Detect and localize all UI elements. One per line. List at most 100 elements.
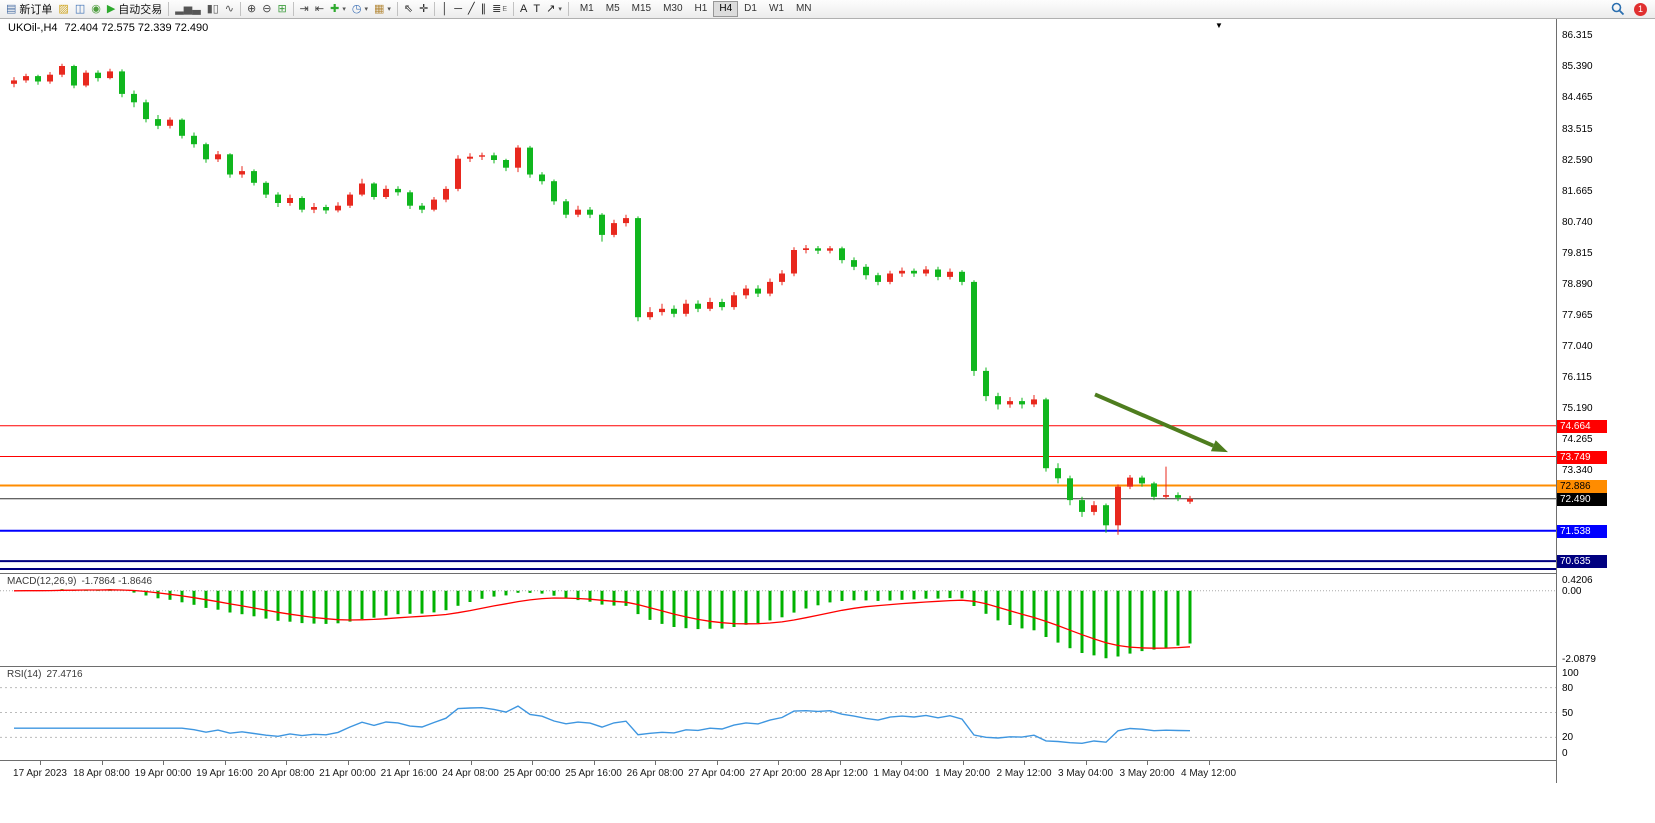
candlestick-chart-button[interactable]: ▮▯ xyxy=(204,1,222,18)
fibonacci-tool[interactable]: ≣ E xyxy=(489,1,510,18)
price-panel[interactable]: UKOil-,H4 72.404 72.575 72.339 72.490 ▼ xyxy=(0,19,1556,574)
rsi-line xyxy=(14,705,1191,745)
time-label: 27 Apr 04:00 xyxy=(688,768,745,779)
time-label: 1 May 04:00 xyxy=(873,768,929,779)
market-watch-icon[interactable]: ◫ xyxy=(72,1,88,18)
price-marker-box: 73.749 xyxy=(1557,450,1607,464)
vertical-line-tool-icon: │ xyxy=(441,2,449,15)
arrows-tool[interactable]: ↗ ▾ xyxy=(543,1,565,18)
dropdown-caret-icon: ▾ xyxy=(387,6,391,13)
macd-signal-line xyxy=(13,589,1191,649)
periods-button[interactable]: ◷ ▾ xyxy=(349,1,371,18)
timeframe-M1[interactable]: M1 xyxy=(579,3,594,14)
macd-panel[interactable]: MACD(12,26,9) -1.7864 -1.8646 xyxy=(0,574,1556,667)
auto-scroll-button[interactable]: ⇥ xyxy=(297,1,312,18)
indicators-button[interactable]: ✚ ▾ xyxy=(327,1,349,18)
horizontal-lines[interactable] xyxy=(0,425,1556,570)
time-tick xyxy=(1208,761,1210,765)
chart-shift-marker[interactable]: ▼ xyxy=(1215,21,1223,30)
price-axis[interactable]: 86.315 85.390 84.465 83.515 82.590 81.665 80.7… xyxy=(1556,19,1655,783)
text-label-tool[interactable]: T xyxy=(530,1,543,18)
macd-chart-svg[interactable] xyxy=(0,574,1556,666)
auto-trading-button[interactable]: ▶ 自动交易 xyxy=(106,2,163,17)
notification-badge[interactable]: 1 xyxy=(1634,2,1647,16)
bar-chart-button[interactable]: ▂▅▃ xyxy=(172,1,203,18)
time-label: 19 Apr 16:00 xyxy=(196,768,253,779)
dropdown-caret-icon: ▾ xyxy=(342,6,346,13)
timeframe-M5[interactable]: M5 xyxy=(605,3,620,14)
macd-histogram xyxy=(24,589,1192,659)
rsi-axis-label: 0 xyxy=(1562,748,1568,759)
zoom-in-button[interactable]: ⊕ xyxy=(244,1,259,18)
arrows-tool-icon: ↗ xyxy=(546,2,556,15)
channel-tool[interactable]: ∥ xyxy=(478,1,490,18)
macd-axis-min: -2.0879 xyxy=(1562,654,1596,665)
zoom-out-button[interactable]: ⊖ xyxy=(259,1,274,18)
price-tick-label: 86.315 xyxy=(1562,29,1593,41)
time-label: 19 Apr 00:00 xyxy=(134,768,192,779)
price-marker-box: 72.886 xyxy=(1557,479,1607,493)
trend-arrow[interactable] xyxy=(1094,392,1228,453)
sound-alert-icon-icon: ▨ xyxy=(58,2,69,15)
time-label: 20 Apr 08:00 xyxy=(257,768,315,779)
trendline-tool[interactable]: ╱ xyxy=(465,1,478,18)
text-label-tool-icon: T xyxy=(533,2,541,15)
time-label: 21 Apr 16:00 xyxy=(380,768,438,779)
time-tick xyxy=(901,761,902,765)
timeframe-H4[interactable]: H4 xyxy=(713,1,739,17)
crosshair-tool[interactable]: ✛ xyxy=(416,1,431,18)
sound-alert-icon[interactable]: ▨ xyxy=(55,1,71,18)
periods-button-icon: ◷ xyxy=(351,2,362,15)
toolbar-separator xyxy=(513,2,515,16)
tile-windows-button-icon: ⊞ xyxy=(277,2,287,15)
rsi-label: RSI(14) xyxy=(7,669,42,680)
cursor-tool[interactable]: ⇖ xyxy=(401,1,416,18)
data-window-icon[interactable]: ◉ xyxy=(88,1,104,18)
timeframe-M15[interactable]: M15 xyxy=(631,3,652,14)
timeframe-toolbar: M1 M5 M15 M30 H1 H4 D1 W1 MN xyxy=(574,1,818,17)
price-tick-label: 77.965 xyxy=(1562,310,1593,321)
timeframe-M30[interactable]: M30 xyxy=(663,3,683,14)
toolbar-separator xyxy=(292,2,294,16)
time-tick xyxy=(778,761,779,765)
time-axis[interactable]: 17 Apr 2023 18 Apr 08:00 19 Apr 00:00 19 Ap… xyxy=(0,761,1556,783)
price-chart-svg[interactable] xyxy=(0,19,1556,573)
bar-chart-button-icon: ▂▅▃ xyxy=(175,2,201,15)
chart-shift-button[interactable]: ⇤ xyxy=(312,1,327,18)
data-window-icon-icon: ◉ xyxy=(91,2,101,15)
time-label: 21 Apr 00:00 xyxy=(319,768,376,779)
time-label: 25 Apr 00:00 xyxy=(503,768,561,779)
search-icon[interactable] xyxy=(1608,1,1628,18)
trendline-tool-icon: ╱ xyxy=(468,2,475,15)
toolbar-items: ▤ 新订单 ▨ ◫ ◉ ▶ 自动交易 ▂▅▃ ▮▯ ∿ ⊕ ⊖ ⊞ ⇥ ⇤ ✚ ▾ ◷ ▾ ▦ ▾ ⇖ ✛ │ ─ ╱ ∥ ≣ E A T ↗… xyxy=(3,1,572,18)
timeframe-D1[interactable]: D1 xyxy=(744,3,757,14)
time-label: 3 May 20:00 xyxy=(1119,768,1175,779)
crosshair-tool-icon: ✛ xyxy=(419,2,429,15)
horizontal-line-tool[interactable]: ─ xyxy=(451,1,465,18)
new-order-button[interactable]: ▤ 新订单 xyxy=(6,2,53,17)
macd-axis-zero: 0.00 xyxy=(1562,585,1582,597)
ohlc-readout: 72.404 72.575 72.339 72.490 xyxy=(64,22,209,34)
timeframe-H1[interactable]: H1 xyxy=(694,3,708,14)
indicators-button-icon: ✚ xyxy=(330,2,340,15)
templates-button[interactable]: ▦ ▾ xyxy=(371,1,394,18)
dropdown-caret-icon: ▾ xyxy=(364,6,368,13)
text-tool[interactable]: A xyxy=(517,1,530,18)
timeframe-MN[interactable]: MN xyxy=(795,3,812,14)
price-tick-label: 78.890 xyxy=(1562,278,1593,290)
price-tick-label: 82.590 xyxy=(1562,154,1593,166)
line-chart-button[interactable]: ∿ xyxy=(222,1,237,18)
rsi-chart-svg[interactable] xyxy=(0,667,1556,760)
chart-window: UKOil-,H4 72.404 72.575 72.339 72.490 ▼ M… xyxy=(0,19,1655,783)
timeframe-W1[interactable]: W1 xyxy=(768,3,784,14)
time-tick xyxy=(286,761,287,765)
mt4-window: ▤ 新订单 ▨ ◫ ◉ ▶ 自动交易 ▂▅▃ ▮▯ ∿ ⊕ ⊖ ⊞ ⇥ ⇤ ✚ ▾ ◷ ▾ ▦ ▾ ⇖ ✛ │ ─ ╱ ∥ ≣ E A T ↗… xyxy=(0,0,1655,783)
rsi-panel[interactable]: RSI(14) 27.4716 xyxy=(0,667,1556,761)
zoom-in-button-icon: ⊕ xyxy=(247,2,257,15)
price-tick-label: 79.815 xyxy=(1562,247,1593,259)
vertical-line-tool[interactable]: │ xyxy=(438,1,451,18)
rsi-axis-label: 20 xyxy=(1562,732,1574,744)
tile-windows-button[interactable]: ⊞ xyxy=(274,1,289,18)
rsi-value: 27.4716 xyxy=(46,669,83,680)
candles xyxy=(11,63,1193,535)
